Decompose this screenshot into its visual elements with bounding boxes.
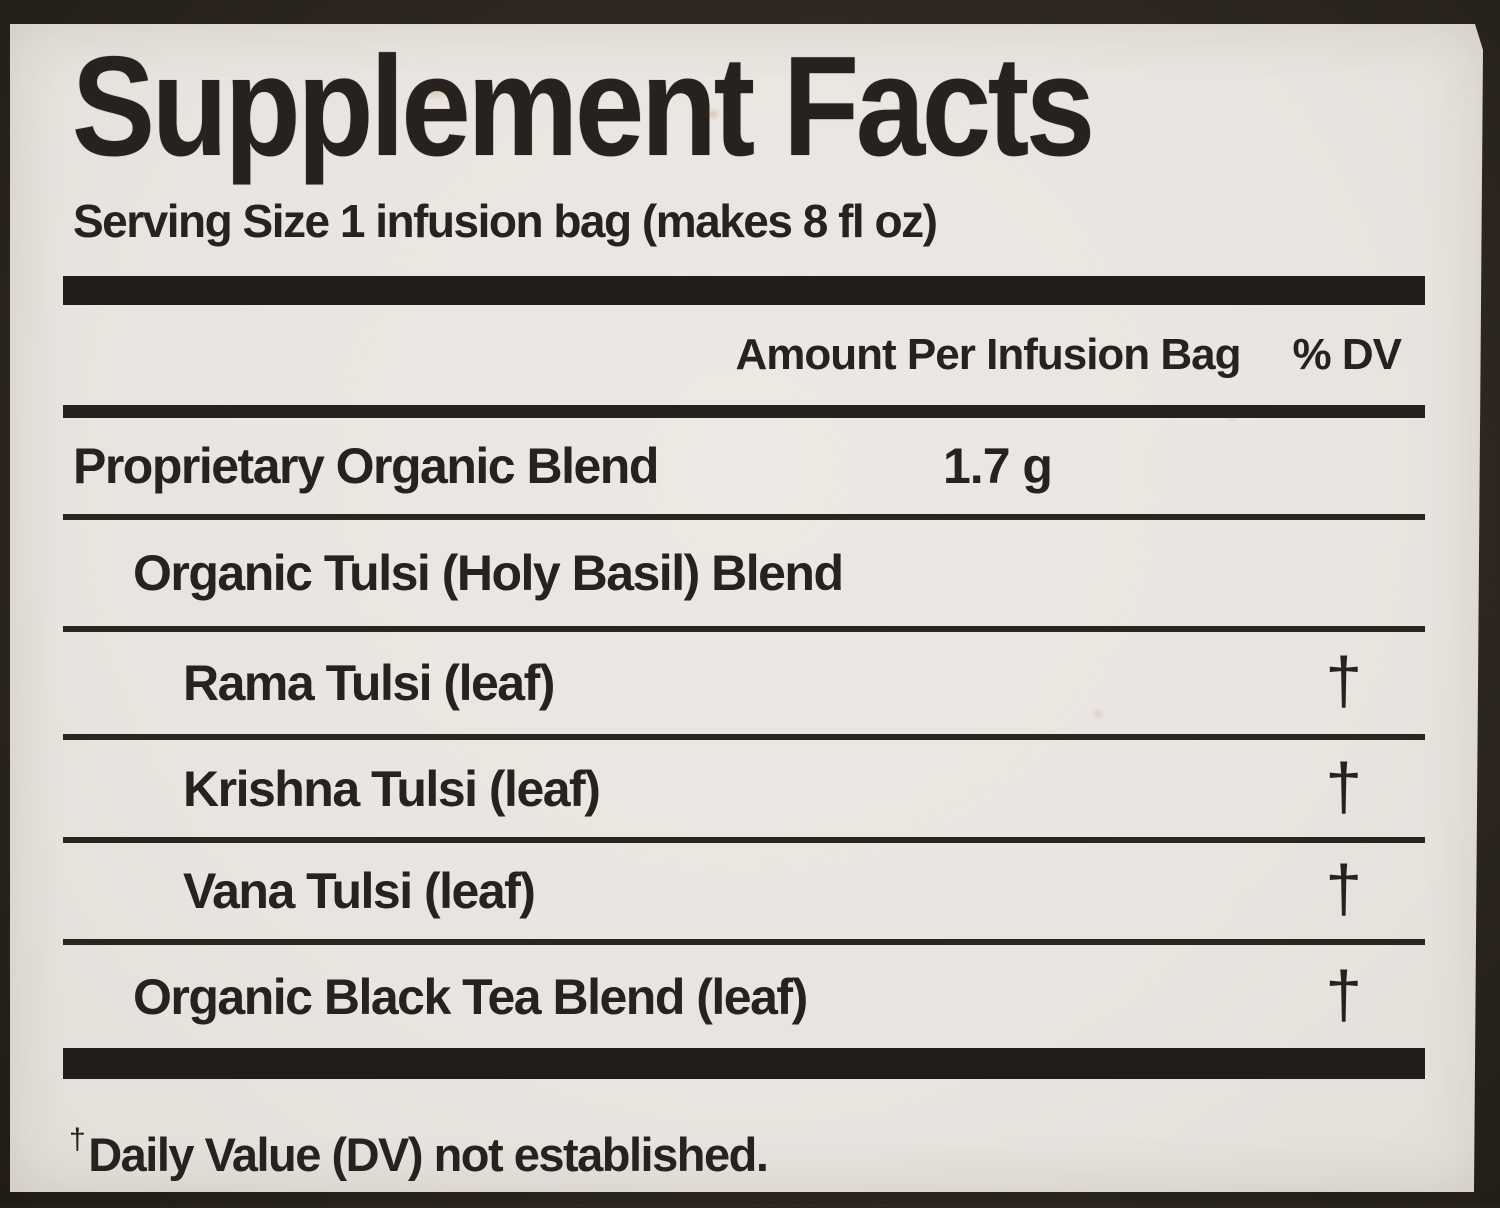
ingredient-name: Rama Tulsi (leaf) <box>183 655 555 711</box>
ingredient-amount: 1.7 g <box>943 438 1053 494</box>
ingredient-name: Organic Black Tea Blend (leaf) <box>133 968 808 1025</box>
thick-separator-bar-bottom <box>63 1048 1425 1079</box>
label-content: Supplement Facts Serving Size 1 infusion… <box>10 27 1483 1192</box>
table-row-tulsi-blend: Organic Tulsi (Holy Basil) Blend <box>63 520 1425 626</box>
table-row-krishna-tulsi: Krishna Tulsi (leaf) † <box>63 740 1425 837</box>
table-row-vana-tulsi: Vana Tulsi (leaf) † <box>63 843 1425 939</box>
dv-column-header: % DV <box>1292 330 1402 379</box>
thick-separator-bar-top <box>63 276 1425 305</box>
amount-column-header: Amount Per Infusion Bag <box>735 330 1242 379</box>
footnote-dagger-symbol: † <box>69 1123 86 1156</box>
row-rule <box>63 939 1425 945</box>
ingredient-name: Proprietary Organic Blend <box>73 438 659 494</box>
row-rule <box>63 837 1425 843</box>
table-row-rama-tulsi: Rama Tulsi (leaf) † <box>63 632 1425 734</box>
serving-size-text: Serving Size 1 infusion bag (makes 8 fl … <box>73 195 938 247</box>
daily-value-footnote: †Daily Value (DV) not established. <box>63 1109 1425 1181</box>
table-row-black-tea-blend: Organic Black Tea Blend (leaf) † <box>63 945 1425 1048</box>
row-rule <box>63 734 1425 740</box>
ingredient-name: Krishna Tulsi (leaf) <box>183 760 601 817</box>
footnote-text: Daily Value (DV) not established. <box>88 1128 769 1181</box>
supplement-facts-label: Supplement Facts Serving Size 1 infusion… <box>10 24 1483 1192</box>
header-rule <box>63 405 1425 418</box>
row-rule <box>63 626 1425 632</box>
table-row-proprietary-blend: Proprietary Organic Blend 1.7 g <box>63 418 1425 514</box>
column-header-row: Amount Per Infusion Bag % DV <box>63 305 1425 405</box>
dagger-symbol: † <box>1325 956 1362 1031</box>
row-rule <box>63 514 1425 520</box>
dagger-symbol: † <box>1325 851 1362 926</box>
dagger-symbol: † <box>1325 643 1362 718</box>
dagger-symbol: † <box>1325 748 1362 823</box>
ingredient-name: Vana Tulsi (leaf) <box>183 863 536 919</box>
supplement-facts-title: Supplement Facts <box>71 27 1095 186</box>
ingredient-name: Organic Tulsi (Holy Basil) Blend <box>133 545 844 601</box>
